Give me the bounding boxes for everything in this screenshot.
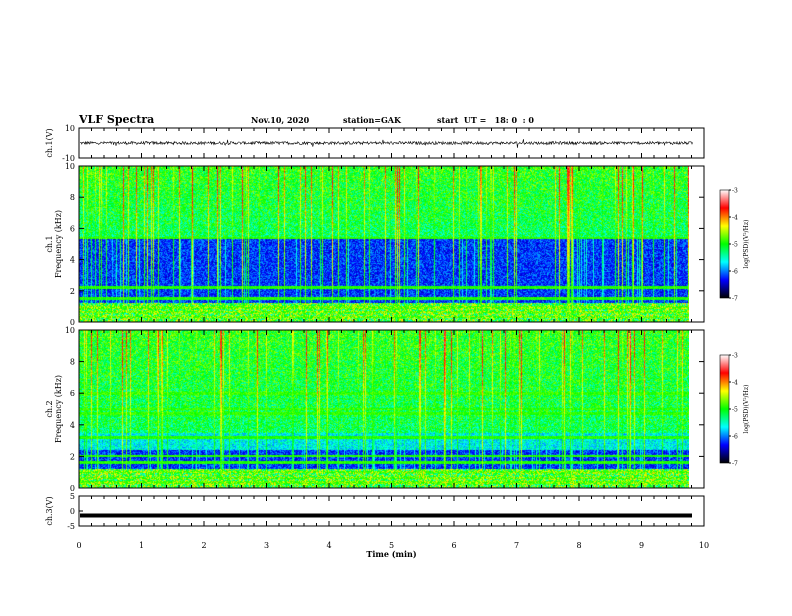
x-tick-label: 2 — [201, 541, 206, 550]
x-tick-label: 3 — [264, 541, 269, 550]
ch2-spectrogram-panel-colorbar-tick-label: -4 — [732, 380, 738, 387]
ch1-spectrogram-panel-ytick-label: 0 — [70, 318, 75, 327]
ch1-spectrogram-panel-colorbar-tick-label: -6 — [732, 269, 738, 276]
x-tick-label: 6 — [451, 541, 456, 550]
ch2-spectrogram-panel-ylabel-frequency: Frequency (kHz) — [54, 375, 63, 443]
ch1-waveform-panel-ytick-label: -10 — [62, 154, 75, 163]
ch1-spectrogram-panel-image — [79, 166, 689, 322]
ch1-spectrogram-panel: 0 2 4 6 8 10 ch.1 Frequency (kHz) -3 -4 -5 -6 -7 log(… — [45, 162, 750, 327]
ch2-spectrogram-panel-colorbar-tick-label: -6 — [732, 434, 738, 441]
x-tick-label: 1 — [139, 541, 144, 550]
ch2-spectrogram-panel-colorbar-tick-label: -7 — [732, 461, 738, 468]
ch1-waveform-panel-trace — [79, 139, 693, 148]
ch3-waveform-panel-ytick-label: -5 — [67, 522, 75, 531]
ch1-spectrogram-panel-colorbar-tick-label: -4 — [732, 215, 738, 222]
ch2-spectrogram-panel-colorbar-label: log(PSD)(V²/Hz) — [743, 385, 750, 434]
x-axis-label: Time (min) — [366, 549, 416, 559]
ch2-spectrogram-panel-ytick-label: 0 — [70, 484, 75, 493]
ch1-spectrogram-panel-ytick-label: 2 — [70, 287, 75, 296]
ch2-spectrogram-panel-ytick-label: 2 — [70, 452, 75, 461]
ch2-spectrogram-panel-colorbar-tick-label: -3 — [732, 353, 738, 360]
x-tick-label: 0 — [76, 541, 81, 550]
x-tick-label: 7 — [514, 541, 519, 550]
ch1-spectrogram-panel-colorbar-tick-label: -7 — [732, 296, 738, 303]
ch3-waveform-panel-ytick-label: 0 — [70, 507, 75, 516]
x-tick-label: 9 — [639, 541, 644, 550]
ch2-spectrogram-panel-ytick-label: 8 — [70, 358, 75, 367]
ch2-spectrogram-panel-ytick-label: 4 — [70, 421, 75, 430]
ch2-spectrogram-panel: 0 2 4 6 8 10 ch.2 Frequency (kHz) -3 -4 -5 -6 -7 log(… — [45, 326, 750, 493]
ch1-spectrogram-panel-colorbar-label: log(PSD)(V²/Hz) — [743, 220, 750, 269]
ch2-spectrogram-panel-colorbar — [719, 354, 730, 464]
ch2-spectrogram-panel-image — [79, 330, 689, 488]
ch1-spectrogram-panel-colorbar — [719, 189, 730, 299]
ch3-waveform-panel: 5 0 -5 ch.3(V) — [45, 492, 705, 531]
figure-title: VLF Spectra — [79, 113, 155, 126]
ch1-spectrogram-panel-ytick-label: 6 — [70, 224, 75, 233]
start-ut-label: start UT = 18: 0 : 0 — [437, 115, 534, 125]
ch2-spectrogram-panel-ylabel-channel: ch.2 — [45, 400, 54, 417]
ch1-spectrogram-panel-colorbar-tick-label: -3 — [732, 188, 738, 195]
ch1-waveform-panel-ylabel: ch.1(V) — [45, 128, 54, 157]
x-tick-label: 5 — [389, 541, 394, 550]
station-label: station=GAK — [343, 115, 401, 125]
ch2-spectrogram-panel-ytick-label: 6 — [70, 389, 75, 398]
ch1-waveform-panel: 10 -10 ch.1(V) — [45, 124, 705, 163]
ch2-spectrogram-panel-ytick-label: 10 — [65, 326, 75, 335]
x-tick-label: 8 — [576, 541, 581, 550]
ch1-spectrogram-panel-ylabel-channel: ch.1 — [45, 235, 54, 252]
ch1-spectrogram-panel-ytick-label: 4 — [70, 256, 75, 265]
ch1-spectrogram-panel-colorbar-tick-label: -5 — [732, 242, 738, 249]
ch1-spectrogram-panel-ytick-label: 8 — [70, 193, 75, 202]
ch1-spectrogram-panel-ylabel-frequency: Frequency (kHz) — [54, 210, 63, 278]
ch3-waveform-panel-ytick-label: 5 — [70, 492, 75, 501]
date-label: Nov.10, 2020 — [251, 115, 310, 125]
x-tick-label: 4 — [326, 541, 331, 550]
x-tick-label: 10 — [699, 541, 709, 550]
ch3-waveform-panel-ylabel: ch.3(V) — [45, 496, 54, 525]
ch1-waveform-panel-ytick-label: 10 — [65, 124, 75, 133]
x-axis: 0 1 2 3 4 5 6 7 8 9 10 Time (min) — [76, 128, 709, 559]
ch1-spectrogram-panel-ytick-label: 10 — [65, 162, 75, 171]
ch2-spectrogram-panel-colorbar-tick-label: -5 — [732, 407, 738, 414]
